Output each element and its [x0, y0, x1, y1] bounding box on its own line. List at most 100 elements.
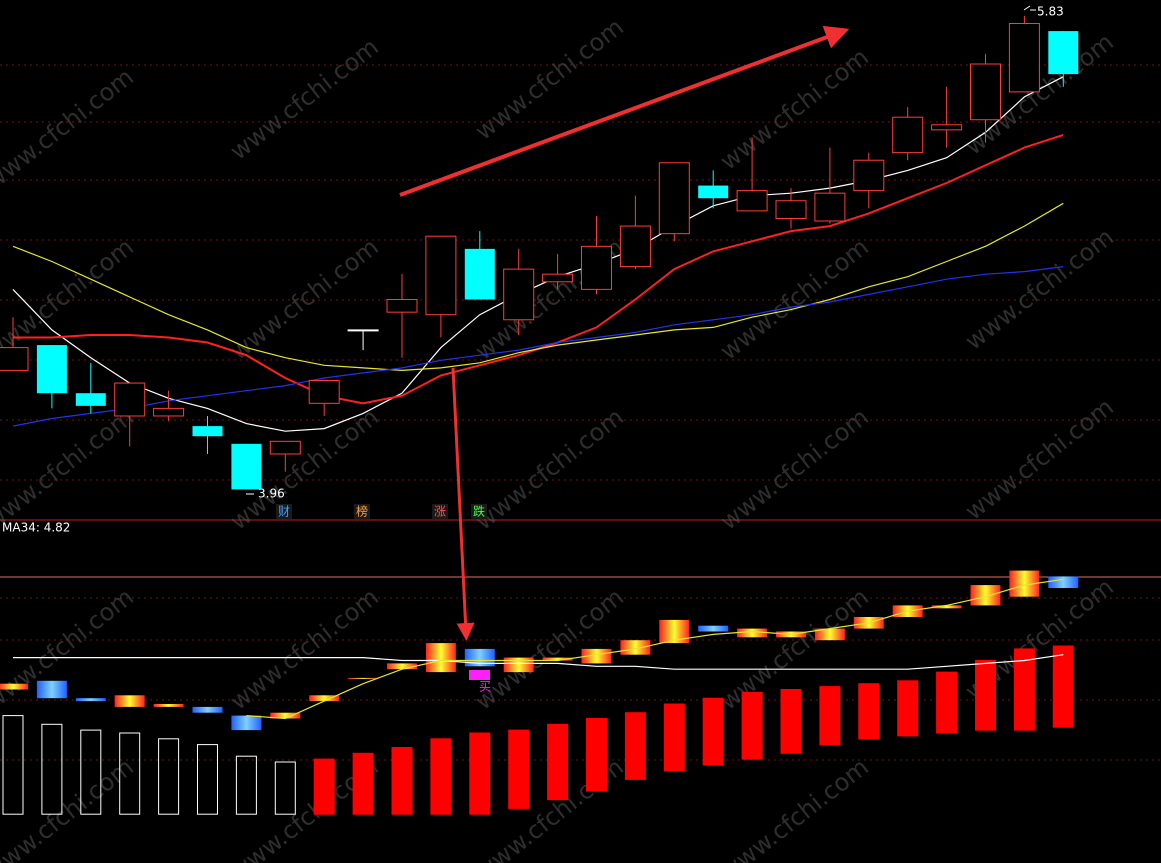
- marker-text: 榜: [356, 504, 368, 519]
- histogram-bar: [430, 738, 452, 815]
- candle-body: [153, 704, 184, 707]
- plot: 5.83 3.96 财 榜 涨 跌买: [0, 5, 1079, 815]
- histogram-bar: [936, 671, 958, 734]
- histogram-bar: [586, 718, 607, 792]
- candle-body: [192, 706, 223, 713]
- candle-body: [503, 268, 535, 321]
- candle-body: [1048, 31, 1079, 75]
- marker-text: 涨: [434, 504, 446, 519]
- histogram-bar: [80, 729, 102, 815]
- marker-badge: [471, 504, 487, 519]
- candle-body: [0, 683, 28, 690]
- marker-badge: [354, 504, 370, 519]
- histogram-bar: [197, 744, 218, 815]
- candle-body: [658, 162, 690, 235]
- trend-arrow: [399, 25, 850, 197]
- candle-body: [464, 248, 495, 300]
- histogram-bar: [469, 732, 491, 815]
- histogram-bar: [508, 729, 530, 809]
- candle-body: [775, 200, 807, 219]
- candle-body: [970, 63, 1001, 121]
- candle-body: [192, 426, 223, 437]
- signal-text: 买: [479, 680, 491, 694]
- candle-body: [814, 628, 845, 641]
- candle-body: [542, 273, 574, 283]
- candle-body: [386, 299, 418, 313]
- candle-body: [348, 677, 379, 679]
- candle-body: [698, 625, 729, 632]
- candle-body: [425, 643, 456, 673]
- candle-body: [153, 407, 185, 417]
- candle-body: [620, 640, 651, 655]
- candle-body: [931, 605, 962, 609]
- histogram-bar: [702, 697, 724, 766]
- candle-body: [736, 190, 768, 212]
- candle-body: [0, 347, 29, 371]
- histogram-bar: [780, 689, 802, 754]
- candle-body: [387, 663, 417, 670]
- candle-body: [36, 345, 67, 394]
- candle-body: [581, 245, 612, 290]
- candle-body: [114, 382, 146, 417]
- candle-body: [1008, 22, 1040, 93]
- histogram-bar: [663, 703, 685, 772]
- candle-body: [503, 657, 534, 673]
- candle-body: [659, 619, 690, 644]
- indicator-label: MA34: 4.82: [2, 521, 70, 535]
- candle-body: [347, 329, 379, 332]
- candle-body: [931, 124, 963, 131]
- histogram-bar: [352, 752, 374, 815]
- pointer-arrow: [451, 367, 475, 641]
- marker-text: 财: [278, 505, 290, 519]
- histogram-bar: [274, 761, 296, 815]
- candle-body: [542, 657, 573, 661]
- price-annotation: 3.96: [258, 487, 285, 501]
- grid: [0, 64, 1161, 761]
- candle-body: [309, 695, 340, 702]
- candle-body: [698, 185, 729, 199]
- marker-text: 跌: [473, 504, 485, 519]
- marker-badge: [276, 504, 292, 519]
- histogram-bar: [391, 747, 413, 815]
- price-annotation: 5.83: [1037, 5, 1064, 19]
- candle-body: [270, 712, 301, 719]
- histogram-bar: [624, 712, 646, 780]
- candle-body: [970, 585, 1001, 606]
- signal-badge: [469, 670, 490, 680]
- histogram-bar: [975, 660, 996, 731]
- histogram-bar: [41, 723, 63, 815]
- ma-line: [12, 266, 1064, 427]
- histogram-bar: [119, 732, 141, 815]
- candle-body: [464, 648, 495, 667]
- ma-line: [246, 578, 1064, 720]
- marker-badge: [432, 504, 448, 519]
- histogram-bar: [819, 686, 841, 746]
- candle-body: [75, 698, 106, 702]
- histogram-bar: [235, 755, 257, 815]
- histogram-bar: [547, 723, 569, 801]
- annotation-leader: [246, 5, 1036, 495]
- candle-body: [814, 192, 846, 222]
- candle-body: [737, 628, 768, 638]
- candle-body: [114, 695, 145, 707]
- histogram-bar: [741, 691, 763, 760]
- histogram-bar: [1052, 645, 1074, 728]
- histogram-bar: [897, 680, 919, 737]
- ma-line: [12, 76, 1064, 432]
- candle-body: [75, 393, 106, 406]
- candle-body: [231, 443, 262, 490]
- histogram-bar: [2, 715, 24, 815]
- candle-body: [892, 116, 924, 154]
- candle-body: [1048, 576, 1079, 588]
- candle-body: [581, 648, 612, 664]
- histogram-bar: [158, 738, 180, 815]
- histogram-bar: [313, 758, 335, 815]
- candle-body: [425, 235, 457, 316]
- ma-line: [12, 202, 1064, 372]
- candle-body: [36, 680, 67, 699]
- candle-body: [308, 380, 340, 404]
- candle-body: [853, 159, 885, 192]
- candle-body: [269, 440, 301, 455]
- ma-line: [13, 654, 1064, 670]
